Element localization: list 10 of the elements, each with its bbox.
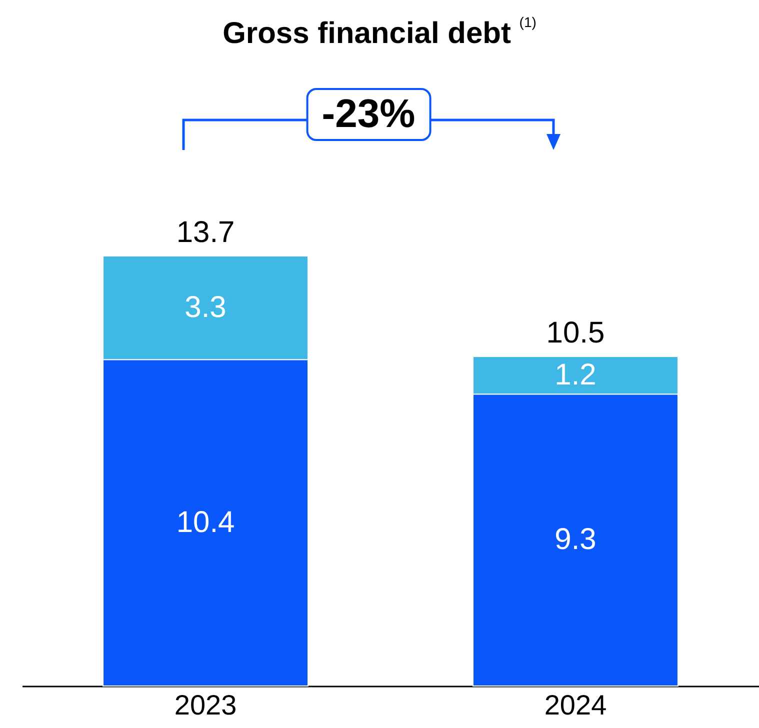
chart-title: Gross financial debt $^{(1)}$ <box>222 14 538 51</box>
text: -23% <box>306 88 432 141</box>
data-label: 10.4 <box>176 506 235 539</box>
x-tick-label: 2023 <box>174 690 237 720</box>
data-label: 9.3 <box>554 523 596 556</box>
total-label: 10.5 <box>546 316 605 350</box>
x-tick-label: 2024 <box>544 690 607 720</box>
data-label: 1.2 <box>554 358 596 392</box>
data-label: 3.3 <box>184 290 226 324</box>
total-label: 13.7 <box>176 216 235 249</box>
